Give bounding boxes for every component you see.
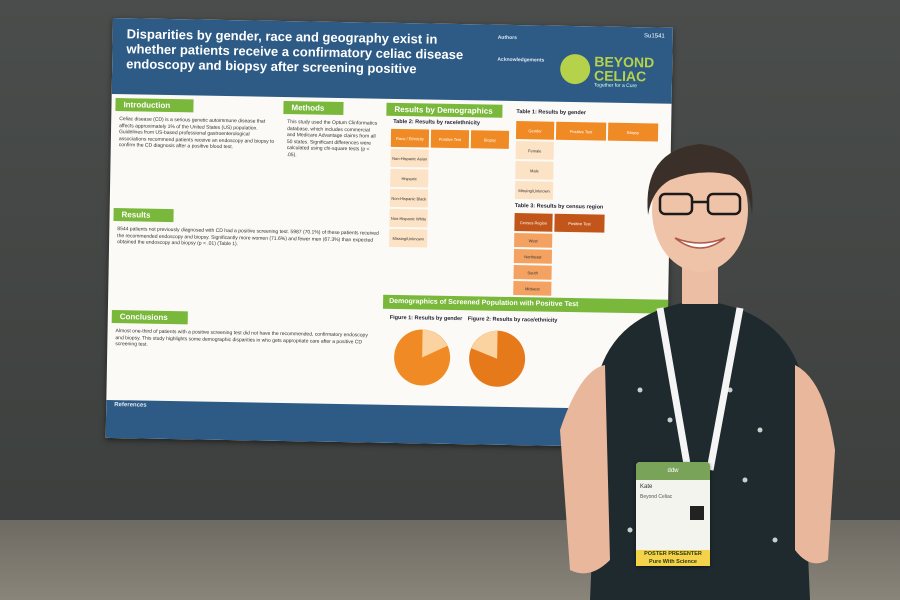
pie-charts: [394, 329, 526, 387]
table2-row-label: Hispanic: [390, 168, 429, 188]
table1-row-label: Female: [515, 141, 554, 160]
table3-header-cell: Census Region: [514, 213, 553, 232]
methods-heading: Methods: [283, 100, 344, 116]
name-badge: ddw Kate Beyond Celiac POSTER PRESENTER …: [636, 462, 710, 566]
badge-footer-line2: Pure With Science: [649, 559, 697, 565]
table3-row-label: West: [514, 233, 553, 248]
logo-tagline: Together for a Cure: [593, 82, 638, 90]
table3-row-label: Northeast: [513, 249, 553, 264]
table2-row-label: Non-Hispanic White: [389, 208, 428, 228]
conclusions-heading: Conclusions: [111, 310, 188, 325]
figure1-pie-slice: [422, 329, 448, 358]
left-arm: [560, 365, 610, 574]
table2-header-cell: Positive Test: [430, 129, 470, 149]
figure1-pie: [394, 329, 451, 386]
badge-footer: POSTER PRESENTER Pure With Science: [636, 550, 710, 566]
right-arm: [795, 365, 835, 564]
table1-row-label: Male: [515, 161, 554, 180]
introduction-text: Celiac disease (CD) is a serious genetic…: [118, 116, 275, 151]
table2-title: Table 2: Results by race/ethnicity: [393, 118, 480, 127]
introduction-heading: Introduction: [115, 98, 194, 113]
badge-footer-line1: POSTER PRESENTER: [644, 551, 702, 557]
beyond-celiac-logo: BEYOND CELIAC Together for a Cure: [559, 52, 671, 94]
table2-header-cell: Race / Ethnicity: [390, 128, 430, 148]
methods-text: This study used the Optum Clinformatics …: [286, 119, 378, 158]
table2-row-label: Non-Hispanic Black: [389, 188, 429, 208]
figure1-title: Figure 1: Results by gender: [389, 314, 463, 323]
results-by-demographics-heading: Results by Demographics: [386, 102, 503, 118]
conclusions-text: Almost one-third of patients with a posi…: [115, 328, 368, 348]
research-poster: Disparities by gender, race and geograph…: [105, 18, 673, 448]
smile: [674, 237, 726, 249]
acknowledgements-heading: Acknowledgements: [497, 56, 545, 64]
table3-row-label: South: [513, 265, 552, 280]
table2-row-label: Missing/Unknown: [389, 228, 428, 248]
lanyard: [656, 307, 744, 471]
table1-row-label: Missing/Unknown: [514, 181, 554, 200]
logo-name-line2: CELIAC: [593, 67, 647, 85]
qr-code-icon: [690, 506, 704, 520]
glasses-icon: [658, 192, 742, 216]
badge-header: ddw: [636, 462, 710, 480]
face: [652, 148, 748, 272]
results-heading: Results: [113, 208, 174, 223]
logo-mark-icon: [559, 53, 591, 85]
table2-row-label: Non-Hispanic Asian: [390, 148, 429, 168]
poster-authors: Authors Acknowledgements: [497, 35, 567, 64]
figure2-pie-slice: [471, 330, 498, 359]
table1-header-cell: Gender: [515, 121, 555, 140]
table2-header-cell: Biopsy: [470, 130, 510, 149]
poster-id: Su1541: [644, 33, 665, 40]
badge-organization: Beyond Celiac: [640, 494, 673, 500]
figure2-title: Figure 2: Results by race/ethnicity: [467, 316, 558, 324]
results-text: 8544 patients not previously diagnosed w…: [117, 226, 379, 248]
hair: [647, 144, 753, 215]
poster-header: Disparities by gender, race and geograph…: [111, 18, 673, 104]
poster-title: Disparities by gender, race and geograph…: [126, 26, 464, 77]
table1-title: Table 1: Results by gender: [516, 109, 587, 117]
badge-name: Kate: [640, 484, 653, 490]
table3-row-label: Midwest: [513, 281, 552, 296]
